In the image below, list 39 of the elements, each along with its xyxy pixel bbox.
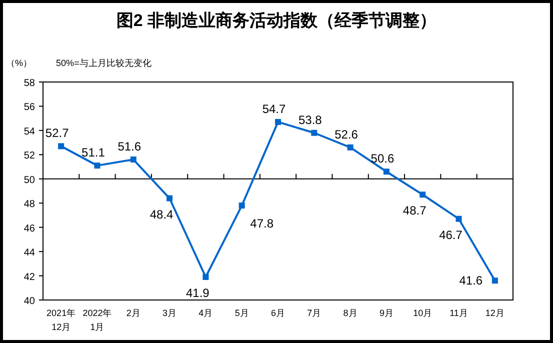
y-tick-label: 50 <box>24 174 36 186</box>
data-label: 47.8 <box>250 216 274 231</box>
data-label: 51.6 <box>118 140 142 154</box>
y-tick-label: 56 <box>24 102 36 114</box>
data-label: 52.6 <box>334 127 358 142</box>
x-tick-label: 4月 <box>198 308 213 318</box>
text: 50%=与上月比较无变化 <box>56 58 152 68</box>
data-label: 50.6 <box>370 152 394 166</box>
chart-title: 图2 非制造业商务活动指数（经季节调整） <box>116 11 437 30</box>
data-label: 51.1 <box>82 146 106 160</box>
y-tick-label: 58 <box>24 78 36 89</box>
data-label: 48.4 <box>150 207 174 222</box>
data-label: 41.6 <box>459 274 483 288</box>
y-tick-label: 52 <box>24 150 36 162</box>
data-label: 46.7 <box>439 228 463 242</box>
x-tick-label: 12月 <box>485 308 504 318</box>
data-label: 52.7 <box>45 126 70 140</box>
x-tick-label: 10月 <box>413 308 432 318</box>
data-label: 41.9 <box>186 286 210 300</box>
x-tick-label: 2021年 12月 <box>46 308 76 332</box>
x-tick-label: 5月 <box>234 308 249 318</box>
x-tick-label: 8月 <box>343 308 358 318</box>
data-label: 54.7 <box>262 102 286 116</box>
y-tick-label: 54 <box>24 126 36 138</box>
y-tick-label: 42 <box>24 272 36 283</box>
x-tick-label: 3月 <box>162 308 177 318</box>
x-tick-label: 9月 <box>379 308 394 318</box>
x-tick-label: 7月 <box>307 308 322 318</box>
y-tick-label: 44 <box>24 248 36 259</box>
y-axis-title: （%） <box>6 58 32 68</box>
data-label: 53.8 <box>298 112 322 127</box>
y-tick-label: 48 <box>24 199 36 210</box>
x-tick-label: 6月 <box>270 308 286 318</box>
x-tick-label: 11月 <box>450 308 468 318</box>
y-tick-label: 46 <box>24 223 36 234</box>
x-tick-label: 2022年 1月 <box>82 308 112 332</box>
data-label: 48.7 <box>402 204 427 218</box>
y-tick-label: 40 <box>24 296 36 307</box>
x-tick-label: 2月 <box>126 308 140 318</box>
